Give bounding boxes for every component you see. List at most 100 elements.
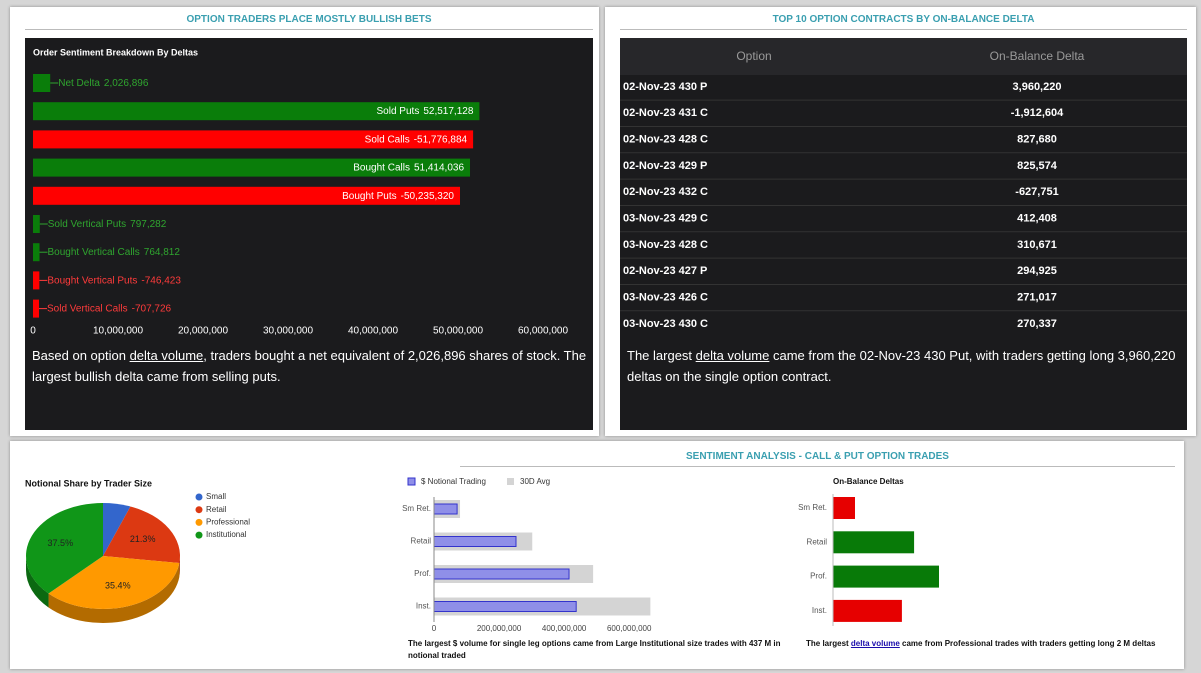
bar bbox=[833, 497, 855, 519]
note-text: The largest $ volume for single leg opti… bbox=[408, 639, 781, 660]
legend-marker bbox=[195, 493, 203, 501]
bar bbox=[33, 299, 40, 318]
table-cell: 03-Nov-23 426 C bbox=[623, 292, 708, 304]
table-cell: 02-Nov-23 429 P bbox=[623, 160, 707, 172]
table-cell: 271,017 bbox=[1017, 292, 1057, 304]
category-label: Sold Vertical Puts bbox=[48, 219, 126, 230]
table-cell: 02-Nov-23 431 C bbox=[623, 107, 708, 119]
slice-label: 21.3% bbox=[130, 534, 156, 544]
x-tick-label: 30,000,000 bbox=[263, 326, 313, 337]
note: The largest delta volume came from the 0… bbox=[627, 345, 1179, 387]
category-label: Sold Puts bbox=[377, 106, 420, 117]
bar bbox=[33, 271, 40, 290]
value-label: -746,423 bbox=[141, 275, 181, 286]
y-tick-label: Sm Ret. bbox=[798, 503, 827, 512]
value-label: 764,812 bbox=[144, 247, 181, 258]
category-label: Bought Calls bbox=[353, 162, 410, 173]
legend-marker bbox=[407, 477, 416, 486]
panel bbox=[10, 441, 1184, 669]
bar-label: Bought Calls 51,414,036 bbox=[353, 162, 464, 173]
pie-slice bbox=[103, 506, 180, 563]
x-tick-label: 0 bbox=[432, 624, 437, 633]
table-cell: 270,337 bbox=[1017, 318, 1057, 330]
table-cell: 03-Nov-23 428 C bbox=[623, 239, 708, 251]
table-cell: 412,408 bbox=[1017, 213, 1057, 225]
x-tick-label: 200,000,000 bbox=[477, 624, 522, 633]
x-tick-label: 400,000,000 bbox=[542, 624, 587, 633]
note-text: Based on option bbox=[32, 348, 130, 363]
bar-label: Net Delta 2,026,896 bbox=[58, 78, 149, 89]
note-text: , traders bought a net equivalent of 2,0… bbox=[32, 348, 587, 384]
category-label: Bought Puts bbox=[342, 190, 396, 201]
bar bbox=[433, 568, 570, 580]
pie-side bbox=[179, 556, 180, 577]
value-label: 52,517,128 bbox=[423, 106, 473, 117]
legend-marker bbox=[507, 478, 514, 485]
value-label: -707,726 bbox=[132, 303, 172, 314]
x-tick-label: 600,000,000 bbox=[607, 624, 652, 633]
bar-label: Sold Vertical Puts 797,282 bbox=[48, 219, 167, 230]
bar-label: Sold Calls -51,776,884 bbox=[365, 134, 468, 145]
value-label: -51,776,884 bbox=[414, 134, 468, 145]
bar bbox=[433, 536, 517, 547]
pie-slice bbox=[103, 503, 131, 556]
category-label: Net Delta bbox=[58, 78, 100, 89]
table-cell: 3,960,220 bbox=[1013, 81, 1062, 93]
x-tick-label: 0 bbox=[30, 326, 36, 337]
bar bbox=[833, 531, 915, 554]
y-tick-label: Inst. bbox=[812, 606, 827, 615]
link[interactable]: delta volume bbox=[850, 639, 900, 648]
bar bbox=[33, 74, 51, 92]
note: The largest $ volume for single leg opti… bbox=[408, 638, 783, 662]
value-label: 51,414,036 bbox=[414, 162, 464, 173]
table-cell: -1,912,604 bbox=[1011, 107, 1064, 119]
y-tick-label: Retail bbox=[807, 537, 828, 546]
table-cell: 827,680 bbox=[1017, 134, 1057, 146]
value-label: 2,026,896 bbox=[104, 78, 149, 89]
table-header bbox=[620, 38, 1187, 75]
category-label: Sold Calls bbox=[365, 134, 410, 145]
panel-title: SENTIMENT ANALYSIS - CALL & PUT OPTION T… bbox=[460, 451, 1175, 467]
pie-side bbox=[48, 562, 180, 623]
bar bbox=[33, 215, 40, 233]
pie-slice bbox=[25, 503, 103, 594]
legend-label: Professional bbox=[206, 518, 250, 527]
table-cell: 02-Nov-23 430 P bbox=[623, 81, 707, 93]
note-text: came from Professional trades with trade… bbox=[899, 639, 1156, 648]
table-background bbox=[620, 38, 1187, 430]
legend-marker bbox=[195, 531, 203, 539]
slice-label: 37.5% bbox=[48, 538, 74, 548]
link[interactable]: delta volume bbox=[129, 348, 204, 363]
table-cell: 02-Nov-23 432 C bbox=[623, 186, 708, 198]
legend-label: $ Notional Trading bbox=[421, 477, 486, 486]
chart-title: On-Balance Deltas bbox=[833, 477, 904, 486]
x-tick-label: 40,000,000 bbox=[348, 326, 398, 337]
y-tick-label: Retail bbox=[411, 537, 432, 546]
link[interactable]: delta volume bbox=[695, 348, 770, 363]
legend-label: Institutional bbox=[206, 530, 247, 539]
table-cell: 03-Nov-23 429 C bbox=[623, 213, 708, 225]
x-tick-label: 10,000,000 bbox=[93, 326, 143, 337]
legend-label: Retail bbox=[206, 505, 227, 514]
category-label: Sold Vertical Calls bbox=[47, 303, 128, 314]
category-label: Bought Vertical Puts bbox=[47, 275, 137, 286]
bar bbox=[33, 243, 40, 262]
column-header: On-Balance Delta bbox=[990, 49, 1085, 63]
bar bbox=[833, 565, 939, 588]
x-tick-label: 60,000,000 bbox=[518, 326, 568, 337]
y-tick-label: Sm Ret. bbox=[402, 504, 431, 513]
pie-side bbox=[26, 556, 49, 608]
x-tick-label: 50,000,000 bbox=[433, 326, 483, 337]
bar bbox=[33, 158, 471, 177]
bar bbox=[33, 130, 474, 149]
pie-slice bbox=[48, 556, 180, 610]
note: Based on option delta volume, traders bo… bbox=[32, 345, 588, 387]
legend-marker bbox=[195, 506, 203, 514]
bar-label: Bought Vertical Puts -746,423 bbox=[47, 275, 181, 286]
legend-marker bbox=[195, 518, 203, 526]
note-text: The largest bbox=[627, 348, 696, 363]
note-text: came from the 02-Nov-23 430 Put, with tr… bbox=[627, 348, 1176, 384]
chart-title: Order Sentiment Breakdown By Deltas bbox=[33, 47, 198, 57]
bar bbox=[33, 102, 480, 121]
